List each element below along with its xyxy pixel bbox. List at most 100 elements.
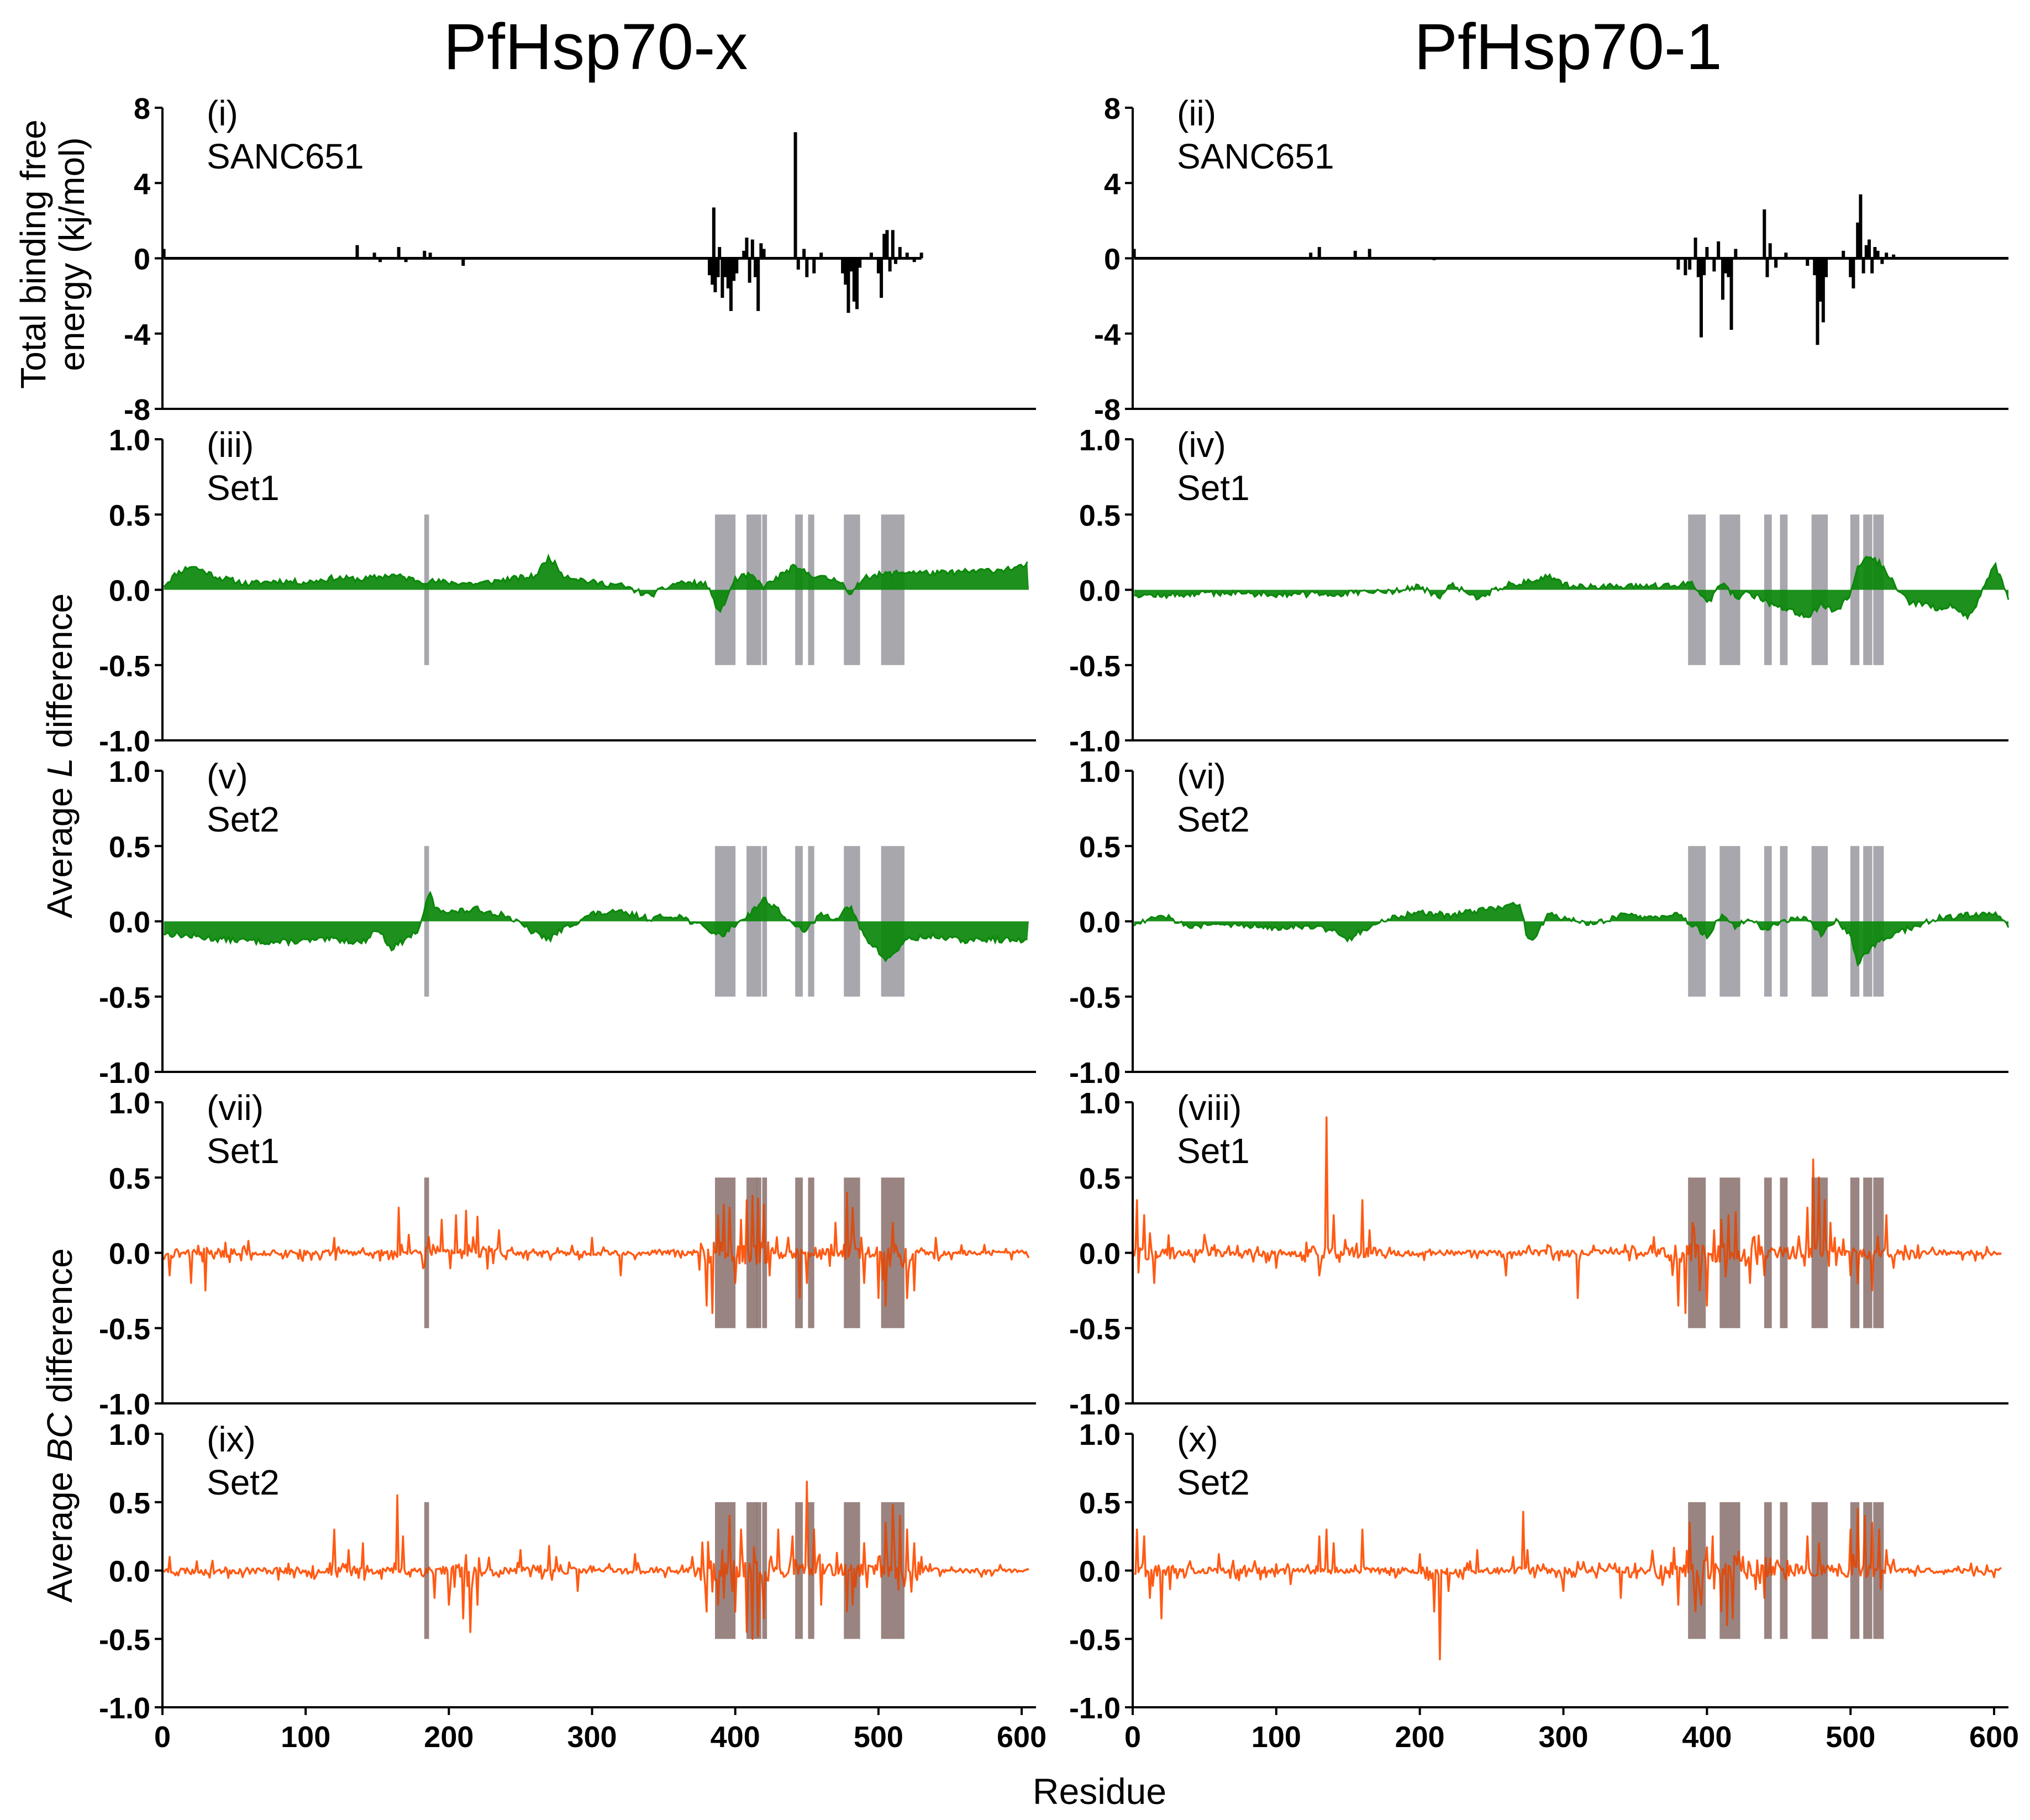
panel-6: -1.0 -0.5 0.0 0.5 1.0 (vi)Set2: [1069, 755, 2010, 1090]
ylabel-energy-line1: Total binding free: [13, 119, 53, 388]
highlight-shade: [715, 1502, 736, 1639]
y-tick-label: -0.5: [99, 1313, 150, 1346]
panel-label: (iii): [207, 425, 254, 465]
x-tick-label: 400: [711, 1721, 760, 1754]
ylabel-l-symbol: L: [40, 758, 80, 778]
x-axis-label: Residue: [1033, 1771, 1166, 1812]
panel-7: -1.0 -0.5 0.0 0.5 1.0 (vii)Set1: [99, 1087, 1036, 1421]
y-tick-label: 0.5: [1079, 499, 1121, 532]
bc-difference-line: [1133, 1116, 2002, 1314]
highlight-shade: [1863, 1502, 1873, 1639]
panel-8: -1.0 -0.5 0.0 0.5 1.0 (viii)Set1: [1069, 1087, 2008, 1421]
ylabel-energy-line2: energy (kj/mol): [52, 137, 92, 371]
y-tick-label: 1.0: [1079, 1087, 1121, 1120]
y-tick-label: 0.0: [1079, 575, 1121, 608]
y-tick-label: 4: [134, 167, 150, 201]
panel-label: (v): [207, 756, 248, 796]
y-tick-label: -0.5: [1069, 650, 1121, 683]
y-tick-label: 0.0: [109, 1238, 150, 1271]
panel-subtitle: Set2: [1177, 1463, 1250, 1502]
panel-label: (viii): [1177, 1088, 1242, 1128]
highlight-shade: [1873, 1502, 1884, 1639]
panel-4: -1.0 -0.5 0.0 0.5 1.0 (iv)Set1: [1069, 424, 2010, 758]
y-tick-label: 0.0: [109, 1555, 150, 1588]
y-tick-label: -1.0: [1069, 1388, 1121, 1421]
l-difference-line: [1134, 555, 2010, 620]
highlight-band: [1873, 1502, 1884, 1639]
highlight-shade: [756, 1177, 761, 1328]
ylabel-average-bc: Average BC difference: [40, 1248, 80, 1603]
highlight-shade: [808, 1177, 814, 1328]
highlight-shade: [1811, 1177, 1828, 1328]
y-tick-label: -0.5: [99, 650, 150, 683]
y-tick-label: 1.0: [1079, 424, 1121, 457]
panel-subtitle: SANC651: [1177, 136, 1334, 176]
y-tick-label: -4: [1094, 318, 1121, 351]
highlight-shade: [424, 1177, 429, 1328]
column-title-right: PfHsp70-1: [1414, 10, 1722, 83]
y-tick-label: -0.5: [99, 1623, 150, 1656]
bc-difference-line: [163, 1480, 1029, 1640]
y-tick-label: 1.0: [109, 755, 150, 788]
highlight-shade: [762, 1177, 767, 1328]
y-tick-label: 1.0: [109, 424, 150, 457]
x-tick-label: 200: [1395, 1721, 1445, 1754]
panel-subtitle: Set2: [207, 799, 280, 839]
column-title-left: PfHsp70-x: [444, 10, 748, 83]
y-tick-label: -0.5: [1069, 1623, 1121, 1656]
l-difference-line: [163, 553, 1028, 613]
highlight-band: [1863, 1177, 1873, 1328]
panel-2: -8 -4 0 4 8 (ii)SANC651: [1094, 92, 2008, 427]
panel-label: (vii): [207, 1088, 264, 1128]
y-tick-label: -4: [124, 318, 150, 351]
panel-label: (i): [207, 93, 238, 133]
highlight-shade: [1850, 1177, 1860, 1328]
highlight-shade: [715, 1177, 736, 1328]
y-tick-label: 0.5: [109, 830, 150, 864]
l-difference-line: [163, 890, 1028, 962]
highlight-shade: [1863, 1177, 1873, 1328]
panel-10: -1.0 -0.5 0.0 0.5 1.0 0 100 200 300 400 500 600 (x) S…: [1069, 1418, 2019, 1754]
panel-subtitle: Set2: [207, 1463, 280, 1502]
highlight-shade: [844, 1502, 860, 1639]
highlight-shade: [1811, 1502, 1828, 1639]
y-tick-label: 0.0: [1079, 1555, 1121, 1588]
highlight-shade: [756, 1502, 761, 1639]
x-tick-label: 300: [1538, 1721, 1588, 1754]
y-tick-label: -0.5: [99, 981, 150, 1014]
y-tick-label: 1.0: [1079, 1418, 1121, 1451]
y-tick-label: 1.0: [1079, 755, 1121, 788]
panel-label: (x): [1177, 1419, 1218, 1459]
panel-subtitle: SANC651: [207, 136, 364, 176]
y-tick-label: 1.0: [109, 1087, 150, 1120]
highlight-shade: [1688, 1177, 1706, 1328]
y-tick-label: 0.0: [1079, 906, 1121, 939]
highlight-shade: [1688, 1502, 1706, 1639]
panel-3: -1.0 -0.5 0.0 0.5 1.0 (iii)Set1: [99, 424, 1036, 758]
x-tick-label: 400: [1682, 1721, 1732, 1754]
highlight-shade: [746, 1502, 758, 1639]
x-tick-label: 500: [1826, 1721, 1875, 1754]
y-tick-label: -0.5: [1069, 981, 1121, 1014]
highlight-shade: [424, 1502, 429, 1639]
y-tick-label: 0.5: [1079, 1487, 1121, 1520]
y-tick-label: 0.0: [109, 906, 150, 939]
ylabel-l-prefix: Average: [40, 777, 80, 918]
panel-label: (ii): [1177, 93, 1216, 133]
y-tick-label: -1.0: [99, 1388, 150, 1421]
x-tick-label: 0: [154, 1721, 171, 1754]
y-tick-label: -8: [124, 393, 150, 427]
x-tick-label: 600: [1969, 1721, 2019, 1754]
bc-difference-line: [1134, 1508, 2002, 1661]
y-tick-label: 0.0: [1079, 1238, 1121, 1271]
y-tick-label: -0.5: [1069, 1313, 1121, 1346]
y-tick-label: 0.5: [109, 1487, 150, 1520]
x-tick-label: 500: [854, 1721, 903, 1754]
y-tick-label: -1.0: [1069, 1056, 1121, 1090]
y-tick-label: -1.0: [99, 725, 150, 758]
y-tick-label: 1.0: [109, 1418, 150, 1451]
highlight-shade: [1780, 1502, 1788, 1639]
y-tick-label: 0: [134, 243, 150, 276]
highlight-shade: [795, 1177, 803, 1328]
